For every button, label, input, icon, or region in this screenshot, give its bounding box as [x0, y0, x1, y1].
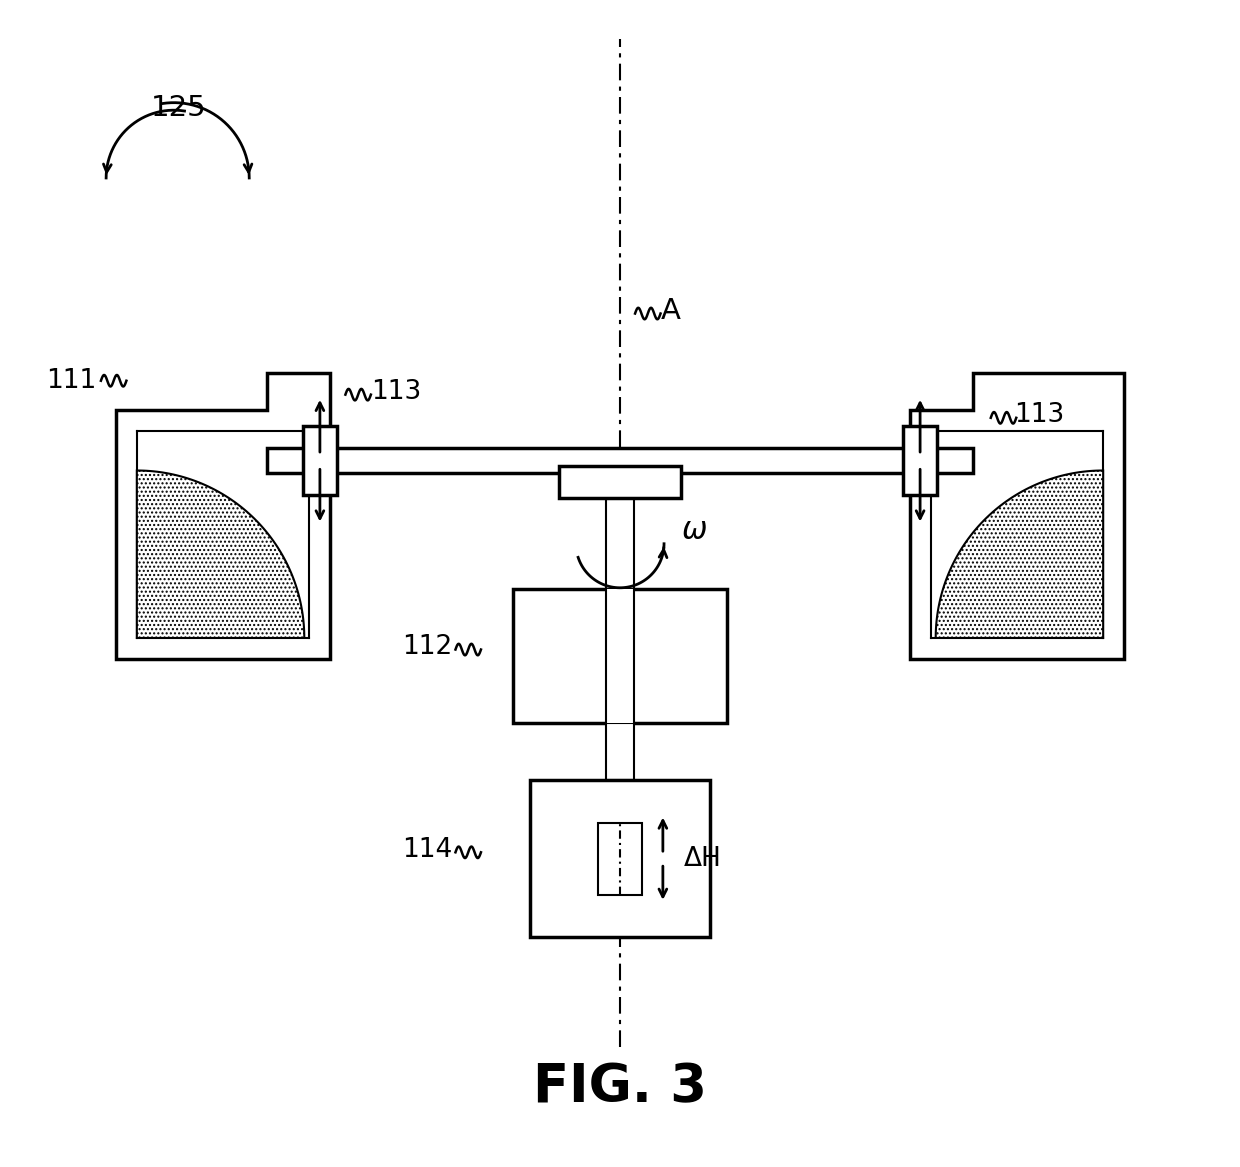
Text: 125: 125	[151, 95, 206, 123]
Bar	[303, 426, 337, 496]
Text: 112: 112	[402, 634, 453, 661]
Text: 114: 114	[402, 837, 453, 862]
Polygon shape	[910, 372, 1123, 659]
Polygon shape	[136, 470, 304, 638]
Text: FIG. 3: FIG. 3	[533, 1062, 707, 1113]
Text: 111: 111	[46, 368, 97, 393]
Text: 113: 113	[1014, 403, 1064, 428]
Text: A: A	[661, 298, 681, 326]
Bar	[513, 589, 727, 722]
Bar	[605, 722, 635, 781]
Polygon shape	[117, 372, 330, 659]
Text: ω: ω	[682, 516, 707, 545]
Bar	[267, 448, 973, 474]
Bar	[598, 823, 642, 895]
Bar	[559, 466, 681, 498]
Bar	[531, 781, 709, 937]
Bar	[605, 589, 635, 722]
Polygon shape	[936, 470, 1104, 638]
Text: ΔH: ΔH	[683, 846, 722, 872]
Bar	[605, 498, 635, 589]
Text: 113: 113	[371, 379, 422, 405]
Bar	[903, 426, 937, 496]
